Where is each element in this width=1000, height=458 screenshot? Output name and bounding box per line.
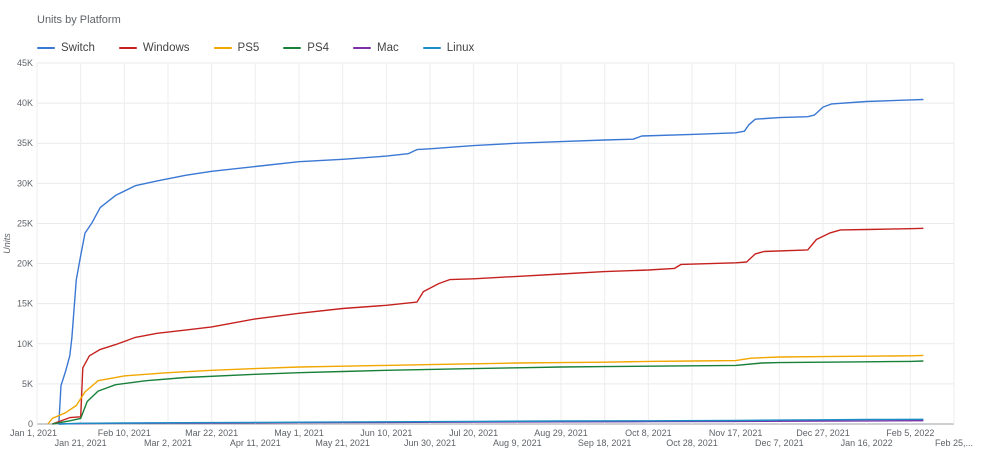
legend: Switch Windows PS5 PS4 Mac Linux — [37, 42, 474, 54]
y-tick-label: 40K — [17, 98, 33, 108]
series-line-switch — [58, 98, 924, 425]
legend-label: Mac — [377, 42, 399, 54]
x-tick-label: Oct 28, 2021 — [666, 438, 718, 448]
legend-swatch — [37, 47, 55, 49]
legend-label: Windows — [142, 42, 190, 54]
series-line-ps5 — [47, 354, 924, 425]
x-tick-label: May 21, 2021 — [315, 438, 370, 448]
y-tick-label: 0 — [28, 419, 33, 429]
legend-label: PS5 — [237, 42, 260, 54]
legend-swatch — [353, 47, 372, 49]
legend-item-linux[interactable]: Linux — [422, 42, 475, 54]
y-tick-label: 30K — [17, 178, 33, 188]
x-tick-label: Feb 10, 2021 — [98, 428, 151, 438]
x-tick-label: Dec 7, 2021 — [755, 438, 804, 448]
y-tick-label: 15K — [17, 299, 33, 309]
x-tick-label: Jul 20, 2021 — [449, 428, 498, 438]
y-tick-label: 20K — [17, 259, 33, 269]
series-line-linux — [58, 418, 924, 425]
x-tick-label: Mar 22, 2021 — [185, 428, 238, 438]
y-axis-label: Units — [2, 233, 12, 254]
y-tick-label: 45K — [17, 58, 33, 68]
x-tick-label: Jan 1, 2021 — [10, 428, 57, 438]
x-tick-label: Feb 25,... — [935, 438, 973, 448]
legend-swatch — [118, 47, 137, 49]
legend-item-windows[interactable]: Windows — [118, 42, 190, 54]
x-tick-label: May 1, 2021 — [274, 428, 324, 438]
legend-item-ps5[interactable]: PS5 — [213, 42, 260, 54]
x-tick-label: Apr 11, 2021 — [230, 438, 281, 448]
x-tick-label: Jun 30, 2021 — [404, 438, 456, 448]
y-tick-label: 35K — [17, 138, 33, 148]
x-tick-label: Jan 21, 2021 — [55, 438, 107, 448]
y-tick-label: 25K — [17, 218, 33, 228]
x-tick-label: Aug 29, 2021 — [534, 428, 588, 438]
y-tick-label: 10K — [17, 339, 33, 349]
x-tick-label: Nov 17, 2021 — [709, 428, 763, 438]
x-tick-label: Oct 8, 2021 — [625, 428, 672, 438]
x-tick-label: Jan 16, 2022 — [841, 438, 893, 448]
series-line-ps4 — [52, 360, 924, 425]
legend-swatch — [283, 47, 302, 49]
series-line-windows — [52, 227, 924, 425]
x-tick-label: Mar 2, 2021 — [144, 438, 192, 448]
legend-swatch — [213, 47, 232, 49]
x-tick-label: Dec 27, 2021 — [796, 428, 850, 438]
legend-item-switch[interactable]: Switch — [37, 42, 95, 54]
chart-title: Units by Platform — [37, 14, 121, 26]
legend-label: PS4 — [307, 42, 330, 54]
y-tick-label: 5K — [22, 379, 33, 389]
x-tick-label: Sep 18, 2021 — [578, 438, 632, 448]
x-tick-label: Jun 10, 2021 — [360, 428, 412, 438]
legend-label: Linux — [446, 42, 475, 54]
legend-item-ps4[interactable]: PS4 — [283, 42, 329, 54]
legend-item-mac[interactable]: Mac — [353, 42, 399, 54]
x-tick-label: Feb 5, 2022 — [886, 428, 934, 438]
legend-label: Switch — [61, 42, 95, 54]
legend-swatch — [422, 47, 441, 49]
x-tick-label: Aug 9, 2021 — [493, 438, 542, 448]
